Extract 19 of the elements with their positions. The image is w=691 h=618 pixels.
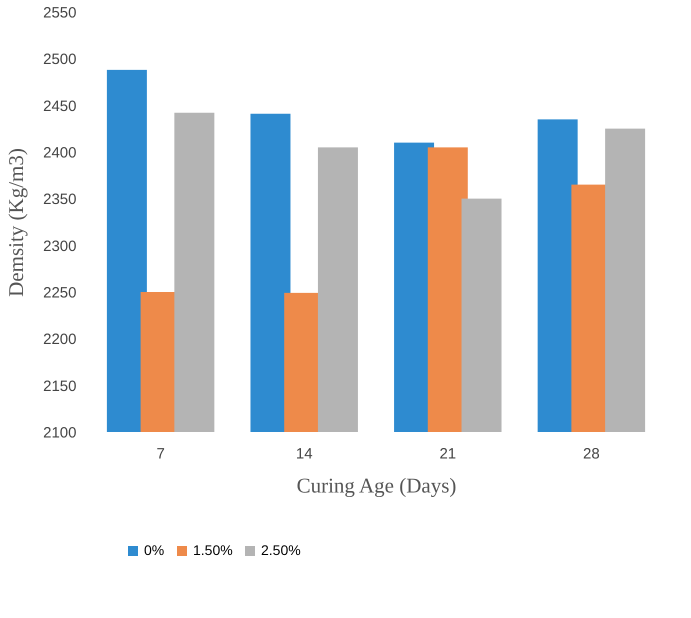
y-tick-label: 2350 [43, 191, 76, 208]
x-tick-label: 7 [156, 446, 165, 462]
y-tick-label: 2250 [43, 284, 76, 302]
x-tick-label: 21 [439, 446, 456, 462]
legend-label: 0% [144, 542, 164, 558]
legend-label: 2.50% [261, 542, 301, 558]
y-tick-label: 2450 [43, 98, 76, 115]
y-tick-label: 2500 [43, 51, 76, 68]
y-tick-label: 2200 [43, 331, 76, 348]
x-tick-label: 28 [583, 446, 600, 462]
y-axis-title: Demsity (Kg/m3) [4, 148, 28, 297]
y-tick-label: 2300 [43, 238, 76, 255]
y-tick-label: 2550 [43, 4, 76, 22]
y-tick-label: 2100 [43, 424, 76, 442]
x-axis-title: Curing Age (Days) [296, 474, 456, 498]
y-tick-label: 2150 [43, 378, 76, 395]
legend-label: 1.50% [193, 542, 233, 558]
y-tick-label: 2400 [43, 144, 76, 162]
x-tick-label: 14 [296, 446, 313, 462]
